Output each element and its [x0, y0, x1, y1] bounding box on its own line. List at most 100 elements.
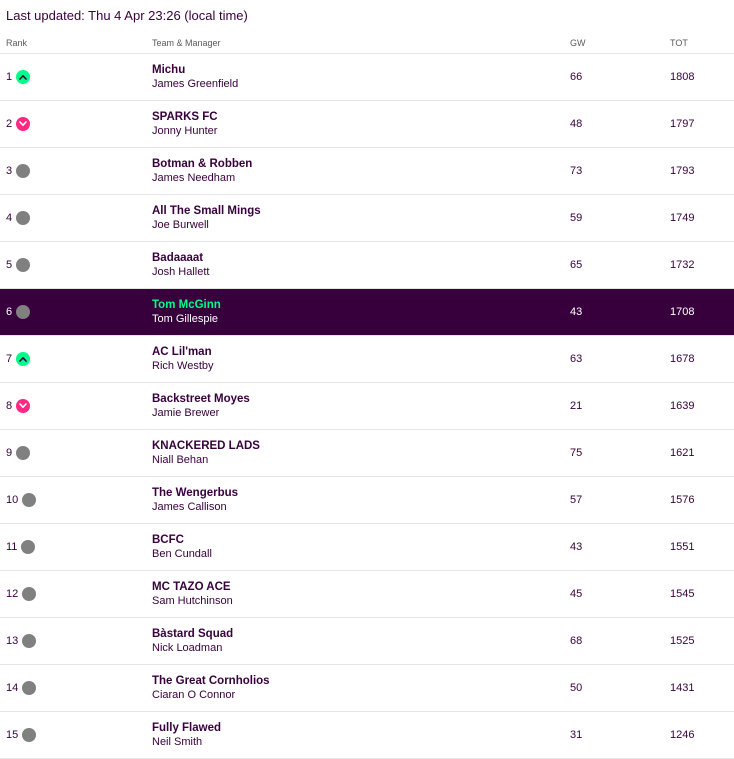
- table-row[interactable]: 12 MC TAZO ACE Sam Hutchinson 45 1545: [0, 571, 734, 618]
- team-manager-cell: The Wengerbus James Callison: [152, 486, 238, 514]
- rank-same-icon: [22, 587, 37, 601]
- rank-up-icon: [16, 352, 31, 366]
- rank-number: 5: [6, 259, 13, 271]
- team-name-link[interactable]: All The Small Mings: [152, 205, 261, 217]
- team-name-link[interactable]: Fully Flawed: [152, 722, 222, 734]
- table-row[interactable]: 8 Backstreet Moyes Jamie Brewer 21 1639: [0, 383, 734, 430]
- table-row[interactable]: 15 Fully Flawed Neil Smith 31 1246: [0, 712, 734, 759]
- rank-same-icon: [22, 681, 37, 695]
- rank-number: 7: [6, 353, 13, 365]
- table-row[interactable]: 11 BCFC Ben Cundall 43 1551: [0, 524, 734, 571]
- gameweek-points: 50: [570, 682, 583, 694]
- gameweek-points: 21: [570, 400, 583, 412]
- total-points: 1678: [670, 353, 695, 365]
- gameweek-points: 73: [570, 165, 583, 177]
- rank-cell: 5: [6, 242, 31, 288]
- manager-name: Niall Behan: [152, 454, 209, 466]
- last-updated-text: Last updated: Thu 4 Apr 23:26 (local tim…: [6, 8, 248, 23]
- manager-name: James Greenfield: [152, 78, 239, 90]
- rank-cell: 2: [6, 101, 31, 147]
- rank-same-icon: [22, 634, 37, 648]
- team-name-link[interactable]: Michu: [152, 64, 186, 76]
- manager-name: Neil Smith: [152, 736, 203, 748]
- manager-name: Jonny Hunter: [152, 125, 218, 137]
- table-row[interactable]: 14 The Great Cornholios Ciaran O Connor 50 1…: [0, 665, 734, 712]
- gameweek-points: 57: [570, 494, 583, 506]
- gameweek-points: 63: [570, 353, 583, 365]
- team-manager-cell: Fully Flawed Neil Smith: [152, 721, 221, 749]
- table-row[interactable]: 13 Bàstard Squad Nick Loadman 68 1525: [0, 618, 734, 665]
- team-name-link[interactable]: SPARKS FC: [152, 111, 218, 123]
- team-manager-cell: BCFC Ben Cundall: [152, 533, 212, 561]
- column-header-rank: Rank: [6, 38, 28, 48]
- total-points: 1797: [670, 118, 695, 130]
- column-header-gw: GW: [570, 38, 586, 48]
- manager-name: Jamie Brewer: [152, 407, 220, 419]
- team-manager-cell: Botman & Robben James Needham: [152, 157, 252, 185]
- team-name-link[interactable]: The Great Cornholios: [152, 675, 270, 687]
- rank-cell: 7: [6, 336, 31, 382]
- table-row[interactable]: 6 Tom McGinn Tom Gillespie 43 1708: [0, 289, 734, 336]
- rank-cell: 4: [6, 195, 31, 241]
- rank-cell: 13: [6, 618, 37, 664]
- rank-number: 3: [6, 165, 13, 177]
- total-points: 1708: [670, 306, 695, 318]
- team-manager-cell: SPARKS FC Jonny Hunter: [152, 110, 218, 138]
- rank-cell: 1: [6, 54, 31, 100]
- team-name-link[interactable]: Badaaaat: [152, 252, 204, 264]
- rank-cell: 14: [6, 665, 37, 711]
- team-name-link[interactable]: AC Lil'man: [152, 346, 212, 358]
- rank-number: 11: [6, 541, 18, 553]
- team-name-link[interactable]: Tom McGinn: [152, 299, 221, 311]
- team-manager-cell: MC TAZO ACE Sam Hutchinson: [152, 580, 233, 608]
- team-name-link[interactable]: BCFC: [152, 534, 184, 546]
- manager-name: Joe Burwell: [152, 219, 209, 231]
- table-row[interactable]: 3 Botman & Robben James Needham 73 1793: [0, 148, 734, 195]
- rank-cell: 6: [6, 289, 31, 335]
- manager-name: Nick Loadman: [152, 642, 223, 654]
- team-name-link[interactable]: Botman & Robben: [152, 158, 253, 170]
- table-row[interactable]: 10 The Wengerbus James Callison 57 1576: [0, 477, 734, 524]
- column-header-tot: TOT: [670, 38, 688, 48]
- team-manager-cell: Bàstard Squad Nick Loadman: [152, 627, 233, 655]
- gameweek-points: 48: [570, 118, 583, 130]
- table-row[interactable]: 4 All The Small Mings Joe Burwell 59 1749: [0, 195, 734, 242]
- gameweek-points: 43: [570, 306, 583, 318]
- table-row[interactable]: 1 Michu James Greenfield 66 1808: [0, 54, 734, 101]
- team-name-link[interactable]: MC TAZO ACE: [152, 581, 231, 593]
- rank-same-icon: [21, 540, 36, 554]
- gameweek-points: 59: [570, 212, 583, 224]
- rank-same-icon: [16, 305, 31, 319]
- total-points: 1576: [670, 494, 695, 506]
- total-points: 1808: [670, 71, 695, 83]
- league-standings-table: Rank Team & Manager GW TOT 1 Michu James G…: [0, 34, 734, 759]
- table-row[interactable]: 5 Badaaaat Josh Hallett 65 1732: [0, 242, 734, 289]
- rank-cell: 11: [6, 524, 36, 570]
- rank-number: 14: [6, 682, 19, 694]
- team-name-link[interactable]: Backstreet Moyes: [152, 393, 250, 405]
- rank-number: 15: [6, 729, 19, 741]
- total-points: 1749: [670, 212, 695, 224]
- rank-cell: 12: [6, 571, 37, 617]
- rank-number: 12: [6, 588, 19, 600]
- rank-cell: 10: [6, 477, 37, 523]
- column-header-team-manager: Team & Manager: [152, 38, 221, 48]
- rank-down-icon: [16, 117, 31, 131]
- rank-number: 10: [6, 494, 19, 506]
- total-points: 1639: [670, 400, 695, 412]
- table-row[interactable]: 2 SPARKS FC Jonny Hunter 48 1797: [0, 101, 734, 148]
- rank-same-icon: [16, 164, 31, 178]
- total-points: 1545: [670, 588, 695, 600]
- team-name-link[interactable]: KNACKERED LADS: [152, 440, 260, 452]
- rank-number: 9: [6, 447, 13, 459]
- table-body: 1 Michu James Greenfield 66 1808 2 SPARKS FC Jo…: [0, 54, 734, 759]
- team-name-link[interactable]: The Wengerbus: [152, 487, 239, 499]
- team-name-link[interactable]: Bàstard Squad: [152, 628, 234, 640]
- table-row[interactable]: 7 AC Lil'man Rich Westby 63 1678: [0, 336, 734, 383]
- total-points: 1431: [670, 682, 695, 694]
- rank-up-icon: [16, 70, 31, 84]
- total-points: 1732: [670, 259, 695, 271]
- manager-name: Tom Gillespie: [152, 313, 219, 325]
- total-points: 1246: [670, 729, 695, 741]
- table-row[interactable]: 9 KNACKERED LADS Niall Behan 75 1621: [0, 430, 734, 477]
